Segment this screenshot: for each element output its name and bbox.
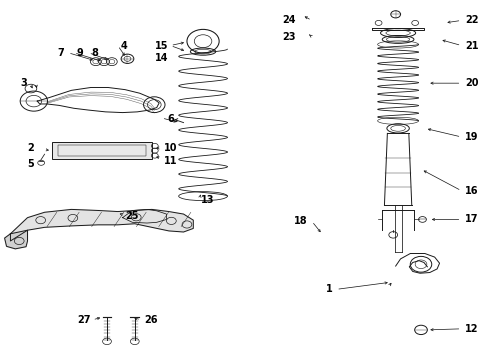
Text: 6: 6 — [167, 114, 173, 124]
Text: 2: 2 — [27, 143, 34, 153]
Text: 19: 19 — [464, 132, 478, 142]
Polygon shape — [4, 230, 27, 249]
Text: 3: 3 — [20, 78, 27, 88]
Text: 11: 11 — [163, 156, 177, 166]
Text: 8: 8 — [91, 48, 98, 58]
Bar — [52, 142, 152, 159]
Text: 26: 26 — [144, 315, 158, 325]
Text: 12: 12 — [464, 324, 478, 334]
Text: 23: 23 — [282, 32, 295, 41]
Text: 16: 16 — [464, 186, 478, 196]
Text: 18: 18 — [294, 216, 307, 226]
Text: 25: 25 — [125, 211, 138, 221]
Text: 24: 24 — [282, 15, 295, 26]
Text: 7: 7 — [57, 48, 64, 58]
Text: 17: 17 — [464, 215, 478, 224]
Text: 5: 5 — [27, 159, 34, 169]
Bar — [58, 145, 146, 156]
Text: 15: 15 — [155, 41, 168, 50]
Text: 22: 22 — [464, 15, 478, 26]
Text: 1: 1 — [325, 284, 331, 294]
Text: 4: 4 — [120, 41, 127, 50]
Text: 9: 9 — [76, 48, 83, 58]
Text: 27: 27 — [77, 315, 91, 325]
Text: 13: 13 — [200, 195, 214, 205]
Text: 21: 21 — [464, 41, 478, 50]
Polygon shape — [10, 210, 193, 241]
Text: 10: 10 — [163, 143, 177, 153]
Text: 14: 14 — [155, 53, 168, 63]
Text: 20: 20 — [464, 78, 478, 88]
